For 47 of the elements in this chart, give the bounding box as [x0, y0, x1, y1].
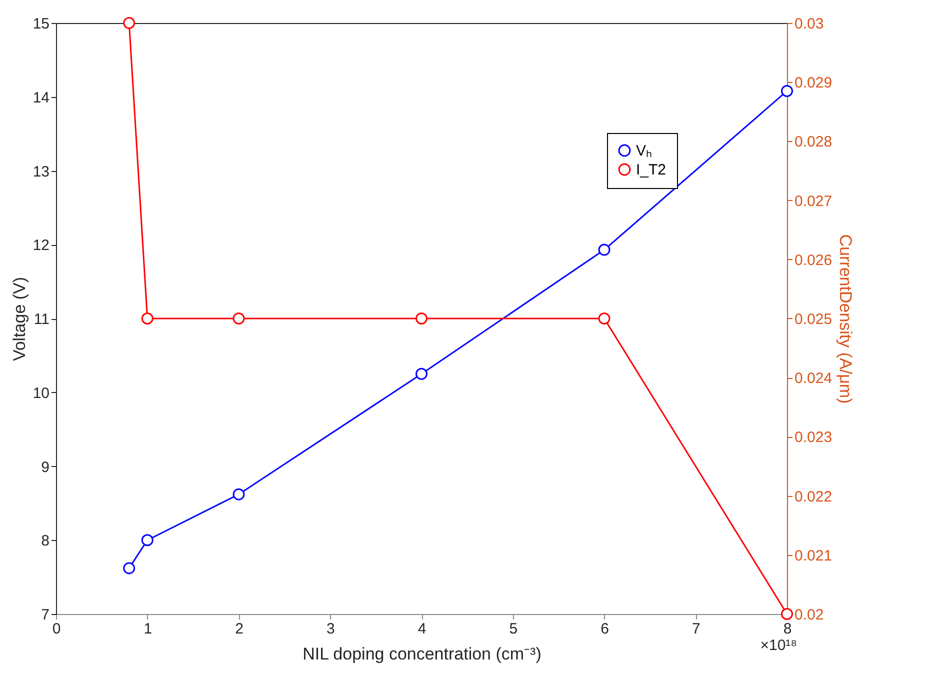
x-tick-label: 3 — [326, 620, 335, 638]
y2-tick-label: 0.028 — [794, 134, 832, 151]
point — [781, 84, 793, 97]
x-tick-label: 7 — [692, 620, 700, 638]
y-tick-label: 14 — [32, 89, 50, 106]
x-tick-label: 5 — [509, 620, 518, 638]
point — [598, 244, 610, 256]
point — [141, 312, 154, 324]
point — [416, 368, 428, 380]
y2-tick-label: 0.025 — [794, 311, 832, 328]
point — [123, 17, 136, 29]
y-tick-label: 12 — [32, 237, 50, 254]
point — [232, 488, 245, 500]
y2-tick-label: 0.027 — [794, 192, 832, 210]
point — [598, 312, 610, 324]
y2-tick-label: 0.02 — [794, 606, 824, 624]
x-tick-label: 2 — [235, 620, 244, 638]
x-tick-label: 8 — [783, 620, 792, 638]
point — [232, 312, 245, 324]
x-tick-label: 4 — [418, 620, 426, 638]
y2-tick-label: 0.03 — [794, 16, 824, 32]
y-tick-label: 9 — [41, 458, 50, 476]
y2-axis-title: CurrentDensity (A/μm) — [836, 234, 856, 404]
point — [781, 608, 793, 620]
y-axis-title: Voltage (V) — [10, 276, 29, 362]
y2-tick-label: 0.024 — [794, 370, 832, 388]
y2-tick-label: 0.026 — [794, 252, 832, 269]
y2-tick-label: 0.022 — [794, 488, 832, 506]
x-tick-label: 0 — [52, 620, 61, 638]
point — [123, 562, 136, 574]
x-tick-label: 6 — [600, 620, 609, 638]
y2-tick-label: 0.029 — [794, 74, 832, 92]
y-tick-label: 13 — [32, 163, 50, 180]
y-tick-label: 7 — [41, 606, 50, 624]
y-tick-label: 15 — [32, 16, 50, 32]
point — [416, 312, 428, 324]
x-tick-label: 1 — [144, 620, 152, 638]
y2-tick-label: 0.023 — [794, 429, 832, 446]
x-axis-title: NIL doping concentration (cm⁻³) — [302, 644, 542, 664]
y2-tick-label: 0.021 — [794, 547, 832, 564]
y-tick-label: 11 — [34, 311, 50, 328]
text: ×10¹⁸ — [760, 637, 797, 654]
point — [141, 534, 154, 546]
y-tick-label: 8 — [41, 532, 50, 550]
y-tick-label: 10 — [32, 384, 50, 402]
legend-label: I_T2 — [636, 162, 666, 178]
legend-label: Vₕ — [636, 142, 652, 160]
